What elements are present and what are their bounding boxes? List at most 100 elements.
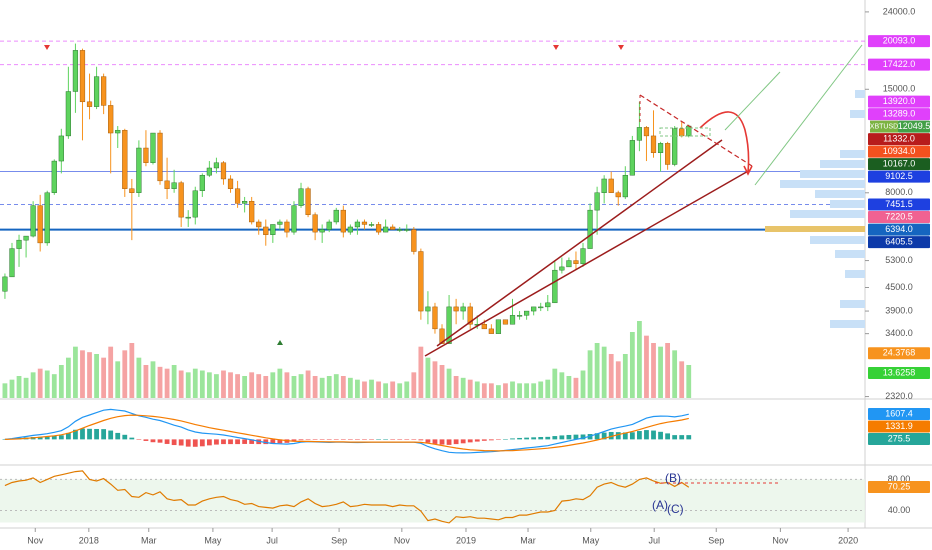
macd-histogram xyxy=(171,439,177,446)
macd-histogram xyxy=(136,439,142,440)
volume-bar xyxy=(256,374,262,398)
candle-body xyxy=(23,235,29,241)
volume-bar xyxy=(94,354,99,398)
volume-bar xyxy=(439,365,445,398)
candle-body xyxy=(227,178,234,189)
candle-body xyxy=(150,132,156,163)
macd-histogram xyxy=(432,439,438,444)
price-label-box xyxy=(868,170,930,183)
volume-bar xyxy=(298,374,304,398)
price-label-box xyxy=(868,108,930,121)
x-tick-label: Nov xyxy=(27,535,44,545)
y-tick-label: 8000.0 xyxy=(885,187,913,197)
volume-bar xyxy=(517,383,522,398)
symbol-label: XBTUSD xyxy=(870,123,898,130)
macd-histogram xyxy=(362,439,367,440)
candle-body xyxy=(488,328,494,334)
candle-body xyxy=(650,135,657,153)
volume-bar xyxy=(44,370,50,398)
candle-body xyxy=(566,260,572,268)
volume-bar xyxy=(51,374,57,398)
volume-bar xyxy=(249,372,255,398)
candle-body xyxy=(347,226,353,233)
macd-histogram xyxy=(164,439,170,444)
candle-body xyxy=(573,260,579,264)
macd-histogram xyxy=(369,439,374,440)
volume-bar xyxy=(411,372,417,398)
price-label: 6405.5 xyxy=(885,237,913,247)
macd-histogram xyxy=(503,439,508,440)
macd-histogram xyxy=(129,437,135,440)
macd-histogram xyxy=(319,439,325,440)
x-tick-label: Nov xyxy=(394,535,411,545)
candle-body xyxy=(101,76,107,106)
volume-bar xyxy=(37,368,43,398)
candle-body xyxy=(79,50,86,103)
macd-histogram xyxy=(390,439,396,440)
macd-histogram xyxy=(580,434,586,440)
candle-body xyxy=(220,162,227,180)
candle-body xyxy=(509,315,516,325)
volume-bar xyxy=(101,357,107,398)
volume-bar xyxy=(16,376,22,398)
macd-histogram xyxy=(277,439,283,444)
candle-body xyxy=(51,160,57,193)
price-label-box xyxy=(868,133,930,146)
candle-body xyxy=(115,129,121,134)
candle-body xyxy=(171,182,177,189)
macd-histogram xyxy=(355,439,360,440)
macd-histogram xyxy=(44,436,50,440)
candle-body xyxy=(129,188,135,193)
x-tick-label: Mar xyxy=(520,535,536,545)
macd-histogram xyxy=(622,432,628,440)
price-label-box xyxy=(868,433,930,446)
macd-histogram xyxy=(404,439,410,440)
price-label-box xyxy=(868,367,930,380)
price-label-box xyxy=(868,198,930,211)
candle-body xyxy=(136,147,142,193)
candle-body xyxy=(439,328,445,344)
volume-bar xyxy=(9,379,15,398)
volume-bar xyxy=(496,385,501,398)
macd-histogram xyxy=(488,439,494,441)
macd-histogram xyxy=(157,439,163,443)
candle-body xyxy=(672,128,678,165)
volume-bar xyxy=(284,372,290,398)
candle-body xyxy=(679,128,685,137)
candle-body xyxy=(418,251,424,312)
candle-body xyxy=(284,221,290,233)
macd-histogram xyxy=(87,428,92,440)
price-label-box xyxy=(868,223,930,236)
candle-body xyxy=(263,226,269,235)
macd-histogram xyxy=(185,439,191,447)
volume-bar xyxy=(157,366,163,398)
candle-body xyxy=(397,229,403,231)
y-tick-label: 5300.0 xyxy=(885,255,913,265)
macd-histogram xyxy=(249,439,255,444)
macd-histogram xyxy=(629,432,635,440)
macd-histogram xyxy=(305,439,311,440)
volume-bar xyxy=(686,365,692,398)
wave-label: (C) xyxy=(667,502,684,516)
volume-bar xyxy=(531,383,537,398)
candle-body xyxy=(234,188,241,204)
volume-bar xyxy=(23,377,29,398)
volume-bar xyxy=(291,376,297,398)
price-label: 17422.0 xyxy=(883,59,916,69)
candle-body xyxy=(502,319,509,325)
candle-body xyxy=(552,269,558,304)
volume-bar xyxy=(453,376,459,398)
candle-body xyxy=(686,125,692,137)
symbol-box xyxy=(870,120,898,133)
macd-histogram xyxy=(573,434,579,440)
macd-histogram xyxy=(235,439,240,445)
candle-body xyxy=(516,315,523,317)
candle-body xyxy=(587,209,593,249)
macd-histogram xyxy=(108,430,114,440)
candle-body xyxy=(72,50,79,92)
rsi-band xyxy=(0,479,865,523)
volume-bar xyxy=(214,374,219,398)
price-label: 6394.0 xyxy=(885,224,913,234)
price-label: 13289.0 xyxy=(883,108,916,118)
